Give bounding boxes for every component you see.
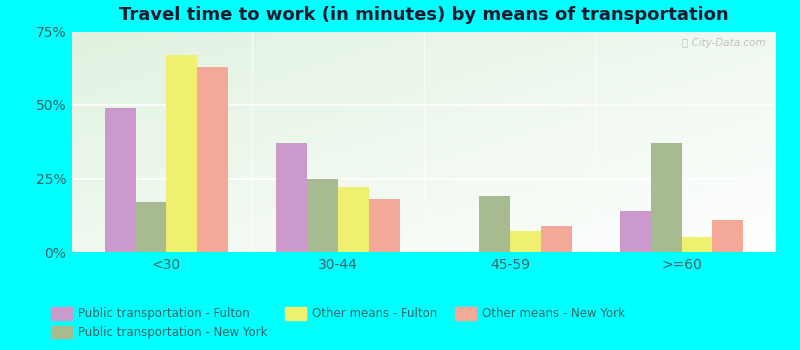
Bar: [105, 108, 135, 252]
Bar: [369, 199, 400, 252]
Bar: [307, 178, 338, 252]
Bar: [166, 55, 198, 252]
Legend: Public transportation - Fulton, Public transportation - New York, Other means - : Public transportation - Fulton, Public t…: [46, 303, 630, 344]
Bar: [620, 211, 650, 252]
Bar: [510, 231, 541, 252]
Text: ⓘ City-Data.com: ⓘ City-Data.com: [682, 38, 766, 48]
Bar: [479, 196, 510, 252]
Bar: [135, 202, 166, 252]
Bar: [650, 143, 682, 252]
Title: Travel time to work (in minutes) by means of transportation: Travel time to work (in minutes) by mean…: [119, 6, 729, 25]
Bar: [198, 67, 228, 252]
Bar: [713, 220, 743, 252]
Bar: [682, 237, 713, 252]
Bar: [276, 143, 307, 252]
Bar: [338, 187, 369, 252]
Bar: [541, 225, 572, 252]
